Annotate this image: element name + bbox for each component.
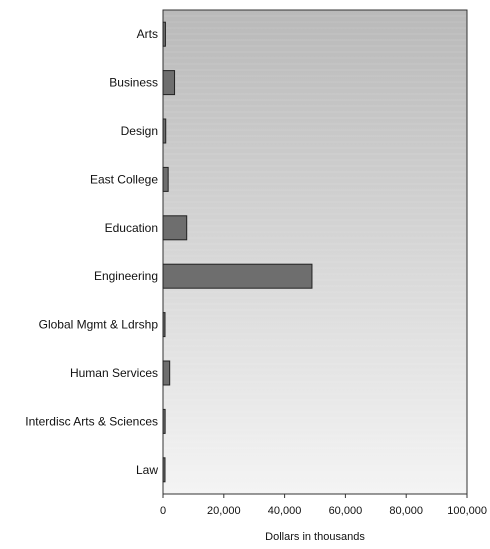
plot-area	[162, 9, 468, 495]
category-label: Business	[109, 76, 158, 90]
category-label: Interdisc Arts & Sciences	[25, 414, 158, 428]
x-tick-label: 100,000	[447, 505, 487, 517]
category-label: Design	[121, 124, 158, 138]
bar-business	[162, 70, 176, 96]
x-axis-ticks: 0 20,000 40,000 60,000 80,000 100,000	[160, 494, 487, 517]
x-tick-label: 40,000	[268, 505, 302, 517]
category-label: Engineering	[94, 269, 158, 283]
category-label: Human Services	[70, 366, 158, 380]
bar-education	[162, 215, 188, 241]
bar-law	[162, 457, 166, 483]
bars	[162, 21, 313, 483]
bar-design	[162, 118, 167, 144]
category-label: East College	[90, 172, 158, 186]
bar-interdisc-arts-sciences	[162, 408, 166, 434]
x-tick-label: 20,000	[207, 505, 241, 517]
bar-east-college	[162, 166, 169, 192]
plot-stripes	[164, 15, 466, 491]
x-axis-label: Dollars in thousands	[265, 531, 365, 543]
category-label: Arts	[137, 27, 158, 41]
bar-engineering	[162, 263, 313, 289]
category-label: Education	[105, 221, 158, 235]
category-label: Global Mgmt & Ldrshp	[39, 318, 159, 332]
bar-arts	[162, 21, 166, 47]
category-label: Law	[136, 463, 158, 477]
bar-human-services	[162, 360, 171, 386]
category-labels: Arts Business Design East College Education E…	[25, 27, 158, 477]
x-tick-label: 60,000	[329, 505, 363, 517]
x-tick-label: 80,000	[389, 505, 423, 517]
bar-global-mgmt-ldrshp	[162, 312, 166, 338]
x-tick-label: 0	[160, 505, 166, 517]
